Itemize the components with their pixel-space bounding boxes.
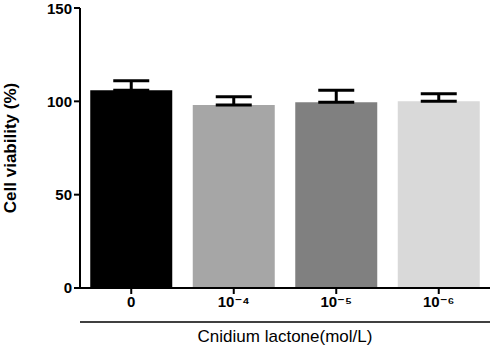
svg-text:0: 0 <box>64 279 72 296</box>
svg-text:150: 150 <box>47 0 72 17</box>
svg-text:100: 100 <box>47 93 72 110</box>
svg-text:0: 0 <box>127 293 135 310</box>
svg-text:10⁻⁵: 10⁻⁵ <box>320 293 352 310</box>
svg-text:10⁻⁶: 10⁻⁶ <box>423 293 455 310</box>
svg-text:Cnidium lactone(mol/L): Cnidium lactone(mol/L) <box>198 327 373 346</box>
svg-text:10⁻⁴: 10⁻⁴ <box>218 293 250 310</box>
svg-text:50: 50 <box>55 186 72 203</box>
svg-text:Cell viability (%): Cell viability (%) <box>8 83 20 213</box>
